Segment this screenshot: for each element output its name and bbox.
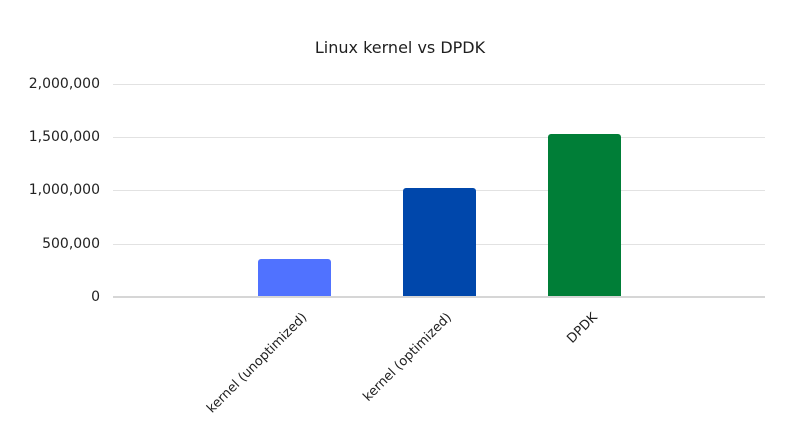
bar-kernel-optimized	[403, 188, 476, 297]
y-tick-label: 500,000	[42, 236, 100, 252]
bar-kernel-unoptimized	[258, 258, 331, 297]
gridline	[113, 137, 765, 138]
y-tick-label: 1,000,000	[28, 182, 100, 198]
y-tick-label: 0	[91, 289, 100, 305]
x-tick-label: kernel (optimized)	[360, 310, 456, 405]
chart-title: Linux kernel vs DPDK	[314, 38, 486, 57]
x-tick-label: kernel (unoptimized)	[204, 310, 311, 417]
y-tick-label: 1,500,000	[28, 129, 100, 145]
y-tick-label: 2,000,000	[28, 76, 100, 92]
x-axis-baseline	[113, 296, 765, 298]
bar-dpdk	[548, 134, 621, 297]
gridline	[113, 84, 765, 85]
x-tick-label: DPDK	[563, 310, 601, 347]
